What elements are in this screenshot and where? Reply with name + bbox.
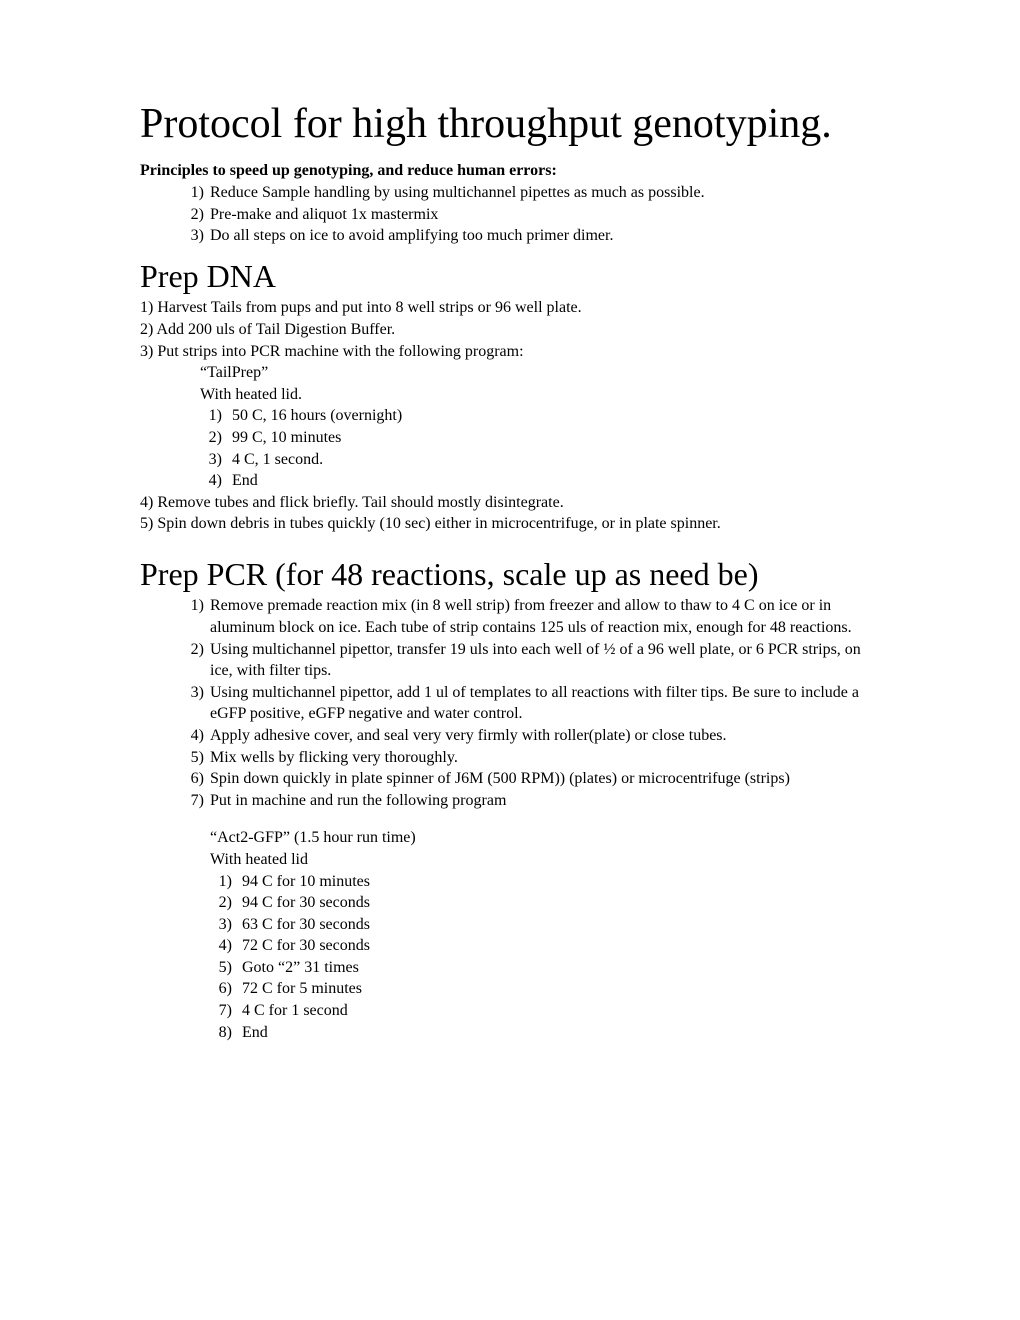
list-item: 72 C for 5 minutes <box>210 978 880 1000</box>
program-steps: 50 C, 16 hours (overnight) 99 C, 10 minu… <box>200 405 880 491</box>
prep-pcr-steps: Remove premade reaction mix (in 8 well s… <box>140 595 880 811</box>
list-item: Put in machine and run the following pro… <box>170 790 880 812</box>
list-item: Pre-make and aliquot 1x mastermix <box>170 204 880 226</box>
list-item: Goto “2” 31 times <box>210 957 880 979</box>
prep-dna-step: 5) Spin down debris in tubes quickly (10… <box>140 513 880 535</box>
principles-heading: Principles to speed up genotyping, and r… <box>140 162 880 180</box>
list-item: Spin down quickly in plate spinner of J6… <box>170 768 880 790</box>
program-lid: With heated lid. <box>200 384 880 406</box>
section-heading-prep-pcr: Prep PCR (for 48 reactions, scale up as … <box>140 555 880 593</box>
list-item: 72 C for 30 seconds <box>210 935 880 957</box>
prep-dna-step: 1) Harvest Tails from pups and put into … <box>140 297 880 319</box>
list-item: Apply adhesive cover, and seal very very… <box>170 725 880 747</box>
list-item: Do all steps on ice to avoid amplifying … <box>170 225 880 247</box>
list-item: End <box>210 1022 880 1044</box>
list-item: End <box>200 470 880 492</box>
principles-list: Reduce Sample handling by using multicha… <box>140 182 880 247</box>
list-item: Using multichannel pipettor, transfer 19… <box>170 639 880 682</box>
prep-dna-step: 3) Put strips into PCR machine with the … <box>140 341 880 363</box>
list-item: 94 C for 10 minutes <box>210 871 880 893</box>
list-item: Remove premade reaction mix (in 8 well s… <box>170 595 880 638</box>
list-item: 50 C, 16 hours (overnight) <box>200 405 880 427</box>
list-item: Reduce Sample handling by using multicha… <box>170 182 880 204</box>
page-title: Protocol for high throughput genotyping. <box>140 100 880 148</box>
section-heading-prep-dna: Prep DNA <box>140 257 880 295</box>
program-steps: 94 C for 10 minutes 94 C for 30 seconds … <box>210 871 880 1044</box>
prep-dna-step: 2) Add 200 uls of Tail Digestion Buffer. <box>140 319 880 341</box>
program-name: “TailPrep” <box>200 362 880 384</box>
list-item: 4 C, 1 second. <box>200 449 880 471</box>
spacer <box>140 535 880 545</box>
list-item: 4 C for 1 second <box>210 1000 880 1022</box>
document-page: Protocol for high throughput genotyping.… <box>0 0 1020 1320</box>
list-item: Mix wells by flicking very thoroughly. <box>170 747 880 769</box>
prep-dna-step: 4) Remove tubes and flick briefly. Tail … <box>140 492 880 514</box>
program-name: “Act2-GFP” (1.5 hour run time) <box>210 827 880 849</box>
list-item: 94 C for 30 seconds <box>210 892 880 914</box>
list-item: 99 C, 10 minutes <box>200 427 880 449</box>
spacer <box>140 817 880 827</box>
act2-gfp-program: “Act2-GFP” (1.5 hour run time) With heat… <box>140 827 880 1043</box>
list-item: Using multichannel pipettor, add 1 ul of… <box>170 682 880 725</box>
tailprep-program: “TailPrep” With heated lid. 50 C, 16 hou… <box>140 362 880 492</box>
program-lid: With heated lid <box>210 849 880 871</box>
list-item: 63 C for 30 seconds <box>210 914 880 936</box>
